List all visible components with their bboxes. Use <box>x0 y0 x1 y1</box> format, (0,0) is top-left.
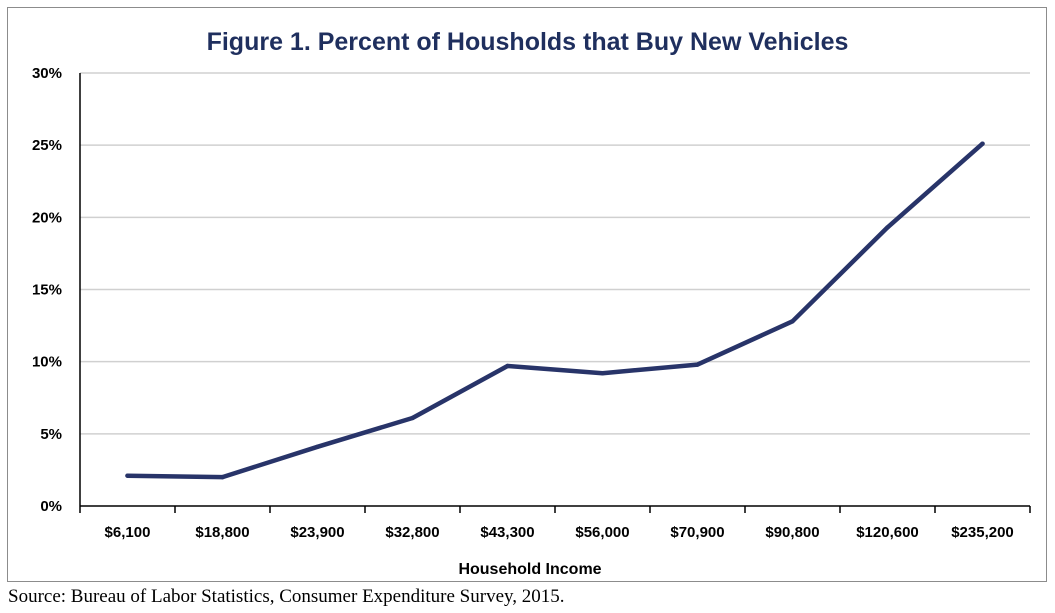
series-group <box>125 141 985 480</box>
axes <box>79 73 1031 513</box>
x-tick-label: $90,800 <box>765 524 819 541</box>
x-tick-label: $32,800 <box>385 524 439 541</box>
x-axis-label: Household Income <box>458 561 601 578</box>
x-tick-label: $43,300 <box>480 524 534 541</box>
data-point <box>125 473 130 478</box>
data-point <box>790 319 795 324</box>
y-tick-label: 30% <box>32 65 62 82</box>
data-point <box>695 362 700 367</box>
x-tick-label: $23,900 <box>290 524 344 541</box>
data-point <box>220 474 225 480</box>
x-tick-label: $6,100 <box>105 524 151 541</box>
chart-frame <box>7 7 1047 582</box>
y-tick-label: 25% <box>32 137 62 154</box>
x-tick-label: $18,800 <box>195 524 249 541</box>
y-tick-label: 5% <box>40 426 62 443</box>
data-point <box>600 371 605 376</box>
x-tick-label: $120,600 <box>856 524 919 541</box>
source-note: Source: Bureau of Labor Statistics, Cons… <box>8 586 565 607</box>
y-tick-label: 0% <box>40 498 62 515</box>
y-tick-label: 10% <box>32 354 62 371</box>
y-tick-label: 20% <box>32 209 62 226</box>
data-point <box>885 225 890 230</box>
data-point <box>410 415 415 421</box>
series-line <box>125 141 985 480</box>
x-tick-labels: $6,100 $18,800 $23,900 $32,800 $43,300 $56,00… <box>105 524 1014 541</box>
x-tick-label: $70,900 <box>670 524 724 541</box>
data-point <box>315 444 320 450</box>
data-point <box>505 363 510 369</box>
gridlines <box>80 72 1030 435</box>
x-tick-label: $235,200 <box>951 524 1014 541</box>
x-tick-label: $56,000 <box>575 524 629 541</box>
chart-title: Figure 1. Percent of Housholds that Buy … <box>206 28 849 56</box>
y-tick-label: 15% <box>32 282 62 299</box>
y-tick-labels: 0% 5% 10% 15% 20% 25% 30% <box>32 65 62 515</box>
data-point <box>980 141 985 146</box>
